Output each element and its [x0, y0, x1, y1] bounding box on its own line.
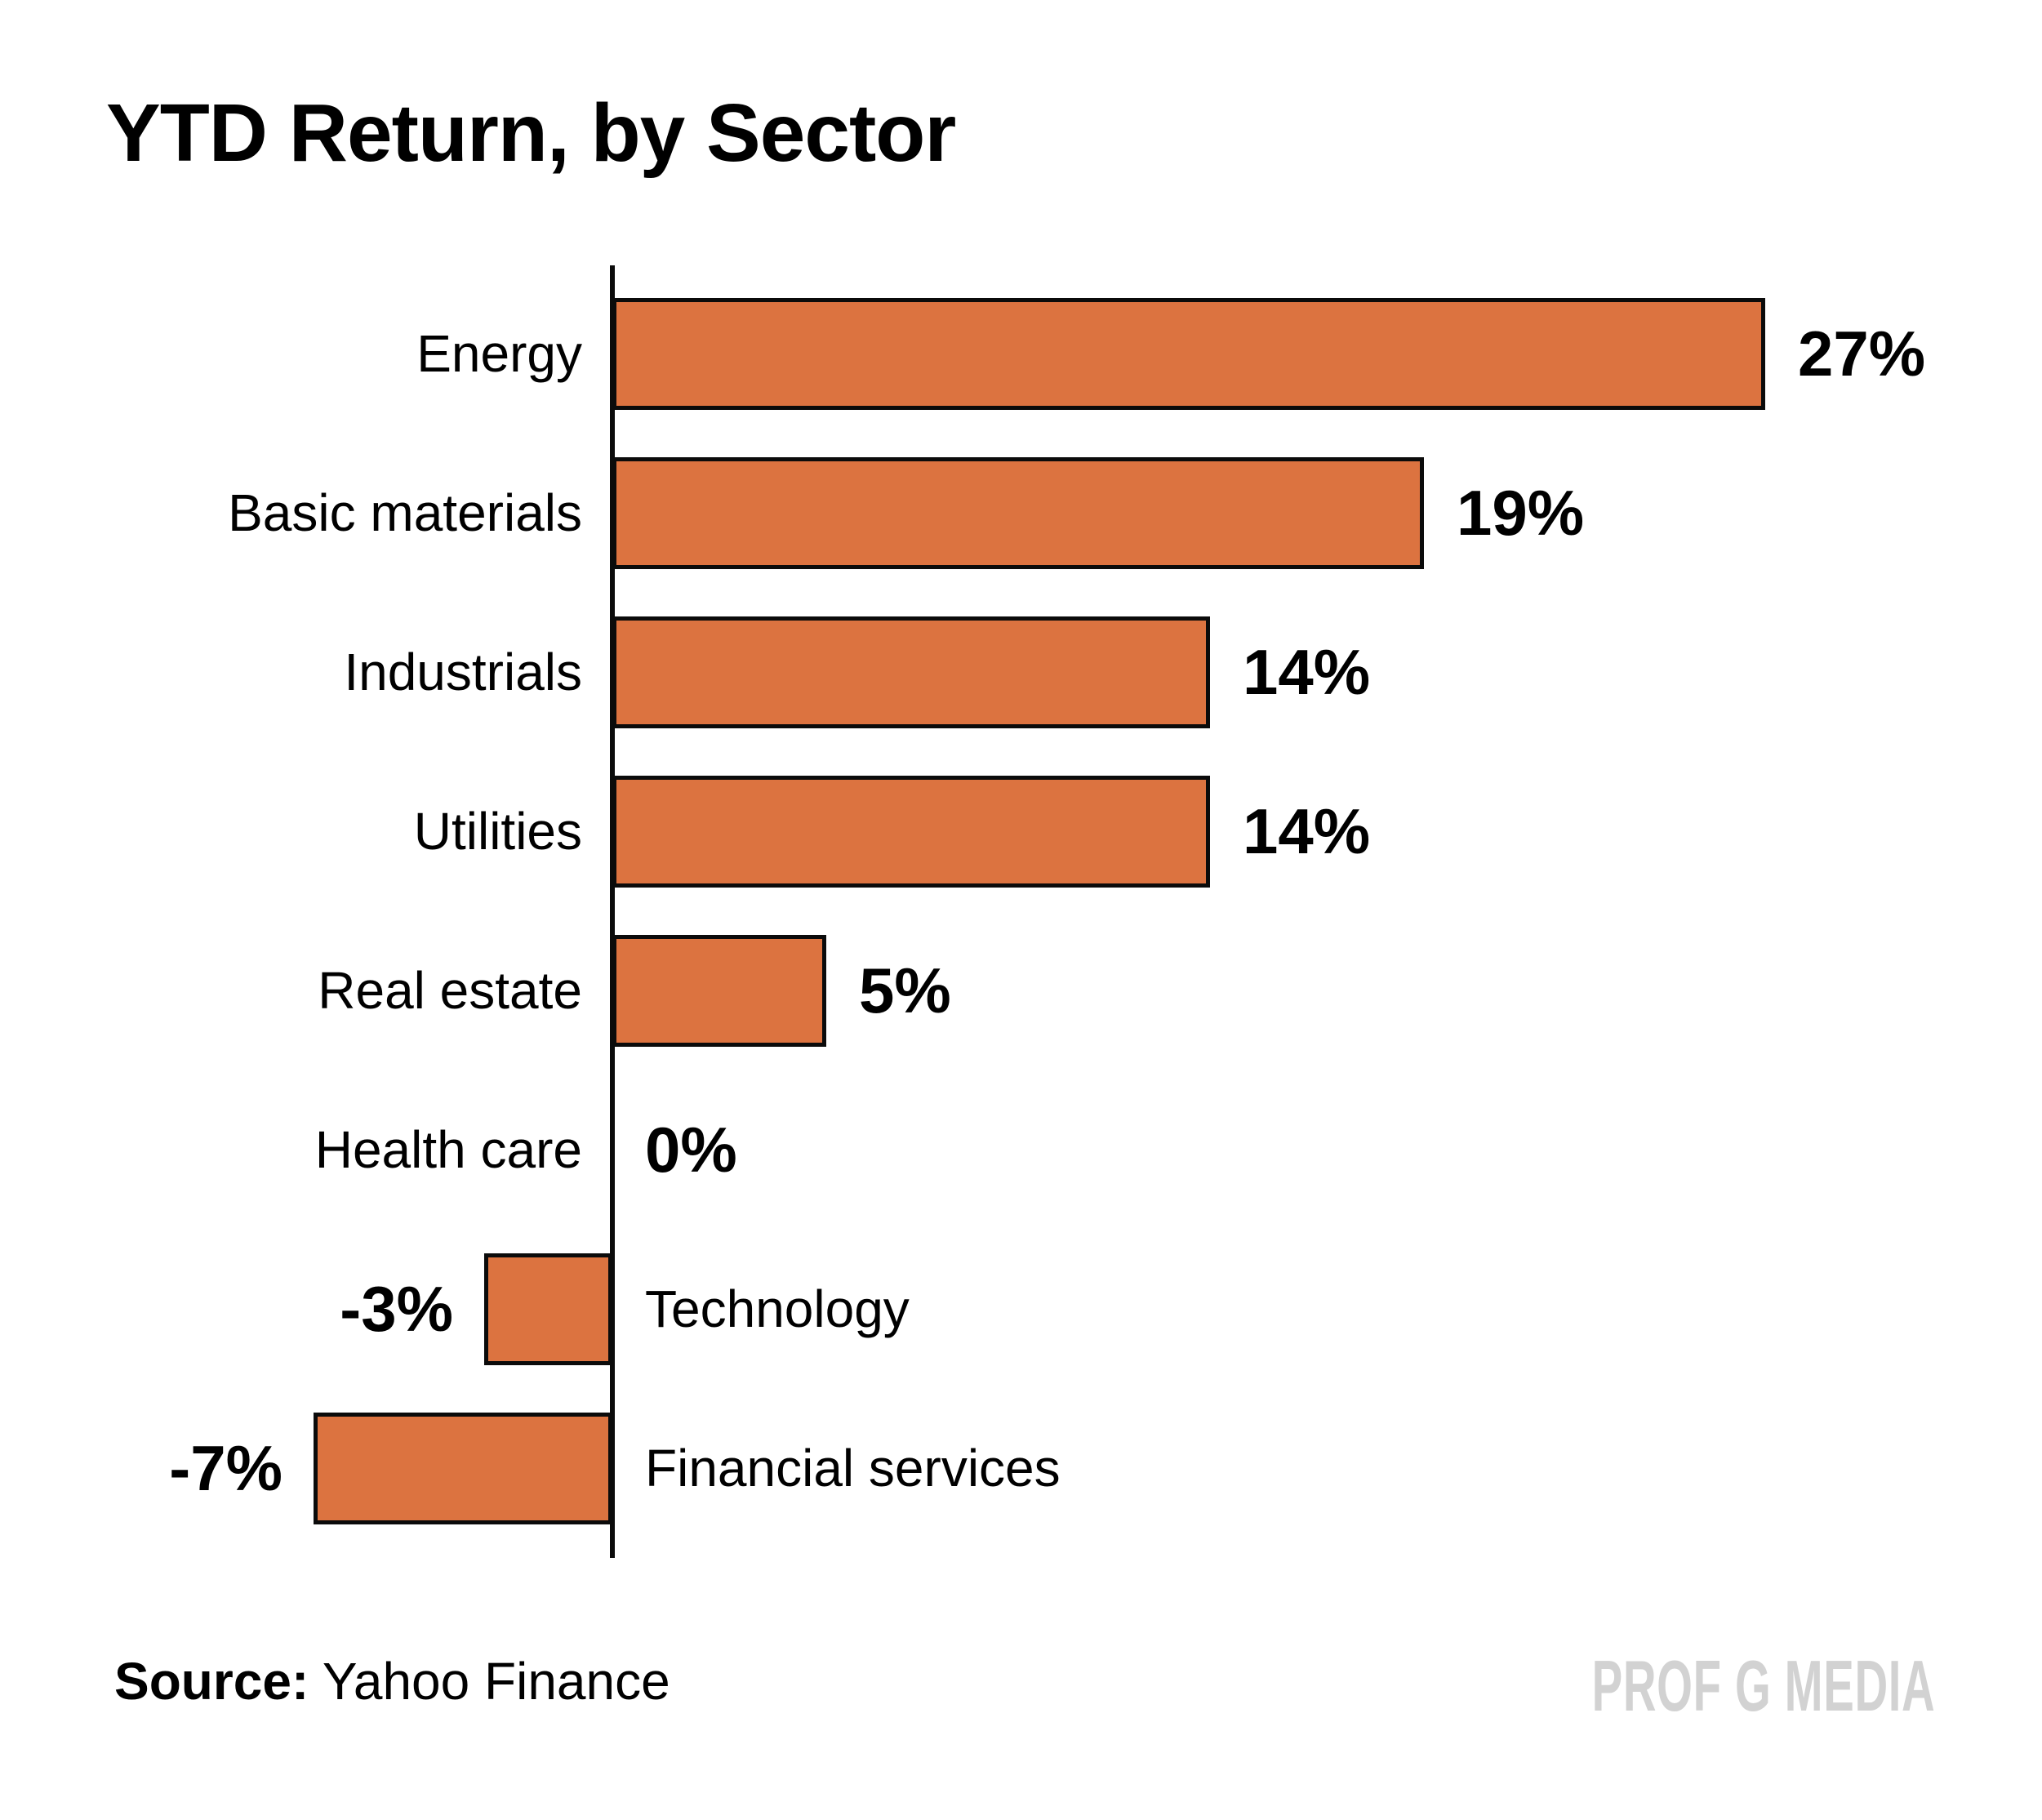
value-label-technology: -3%	[340, 1273, 453, 1345]
category-label-health-care: Health care	[314, 1120, 582, 1179]
zero-axis-line	[610, 265, 615, 1558]
bar-technology	[484, 1253, 612, 1365]
value-label-real-estate: 5%	[859, 954, 951, 1026]
bar-real-estate	[612, 935, 826, 1047]
value-label-health-care: 0%	[645, 1114, 737, 1186]
category-label-real-estate: Real estate	[318, 961, 582, 1020]
value-label-utilities: 14%	[1243, 795, 1371, 867]
value-label-financial-services: -7%	[169, 1432, 282, 1504]
category-label-utilities: Utilities	[413, 802, 582, 861]
chart-title: YTD Return, by Sector	[106, 87, 956, 179]
category-label-financial-services: Financial services	[645, 1439, 1061, 1497]
category-label-technology: Technology	[645, 1279, 910, 1338]
bar-energy	[612, 298, 1765, 410]
value-label-industrials: 14%	[1243, 636, 1371, 708]
category-label-industrials: Industrials	[344, 643, 582, 701]
bar-financial-services	[314, 1413, 612, 1524]
source-line: Source: Yahoo Finance	[114, 1651, 670, 1711]
bar-industrials	[612, 616, 1210, 728]
value-label-energy: 27%	[1798, 318, 1926, 389]
prof-g-media-watermark: PROF G MEDIA	[1591, 1645, 1935, 1726]
source-label: Source:	[114, 1652, 309, 1711]
category-label-energy: Energy	[416, 324, 582, 383]
category-label-basic-materials: Basic materials	[228, 483, 582, 542]
value-label-basic-materials: 19%	[1457, 477, 1585, 549]
bar-basic-materials	[612, 457, 1424, 569]
bar-utilities	[612, 776, 1210, 888]
source-value: Yahoo Finance	[322, 1652, 670, 1711]
